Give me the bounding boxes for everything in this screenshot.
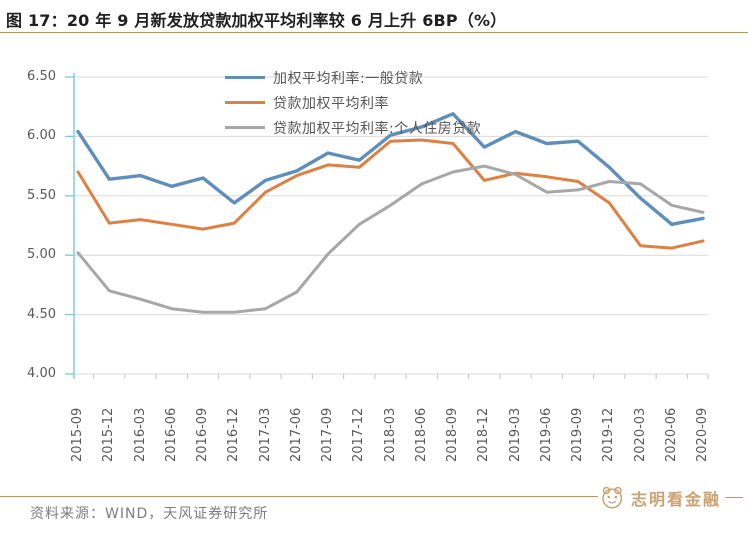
- x-axis-label: 2020-06: [663, 407, 679, 462]
- x-axis-label: 2017-12: [351, 407, 367, 462]
- legend-swatch: [225, 126, 265, 129]
- legend-item-0: 加权平均利率:一般贷款: [225, 65, 481, 90]
- y-axis-label: 6.50: [27, 69, 56, 84]
- legend-label: 贷款加权平均利率:个人住房贷款: [273, 120, 482, 137]
- source-note: 资料来源：WIND，天风证券研究所: [30, 506, 269, 522]
- legend-item-2: 贷款加权平均利率:个人住房贷款: [225, 115, 481, 140]
- x-axis-label: 2018-09: [445, 407, 460, 462]
- panda-logo-icon: [602, 486, 623, 509]
- x-axis-label: 2016-03: [132, 407, 148, 462]
- x-axis-label: 2018-03: [382, 407, 398, 462]
- y-axis-label: 5.00: [27, 247, 56, 263]
- x-axis-label: 2019-12: [601, 407, 617, 462]
- x-axis-label: 2015-09: [70, 407, 85, 462]
- x-axis-label: 2019-06: [538, 407, 554, 462]
- x-axis-label: 2020-09: [695, 407, 710, 462]
- chart-legend: 加权平均利率:一般贷款 贷款加权平均利率贷款加权平均利率:个人住房贷款: [225, 65, 481, 140]
- legend-label: 加权平均利率:一般贷款: [273, 70, 424, 87]
- x-axis-label: 2017-09: [320, 407, 335, 462]
- series-line-0: [76, 112, 705, 227]
- x-axis-label: 2019-09: [570, 407, 585, 462]
- x-axis-label: 2017-06: [288, 407, 304, 462]
- legend-item-1: 贷款加权平均利率: [225, 90, 481, 115]
- x-axis-label: 2019-03: [507, 407, 523, 462]
- x-axis-label: 2020-03: [632, 407, 648, 462]
- x-axis-label: 2018-06: [413, 407, 429, 462]
- watermark-text: 志明看金融: [631, 489, 722, 509]
- x-axis-label: 2016-06: [163, 407, 179, 462]
- bottom-divider: [0, 496, 598, 497]
- series-line-2: [76, 164, 705, 314]
- x-axis-label: 2017-03: [257, 407, 273, 462]
- x-axis-label: 2016-12: [226, 407, 242, 462]
- watermark: 志明看金融: [599, 484, 744, 511]
- y-axis-label: 6.00: [27, 128, 56, 144]
- series-line-1: [76, 138, 705, 250]
- figure-title: 图 17：20 年 9 月新发放贷款加权平均利率较 6 月上升 6BP（%）: [6, 11, 507, 30]
- legend-swatch: [225, 101, 265, 104]
- y-axis-label: 4.00: [27, 366, 56, 381]
- y-axis-label: 5.50: [27, 187, 56, 203]
- watermark-dash-right: [725, 497, 744, 498]
- legend-swatch: [225, 76, 265, 79]
- legend-label: 贷款加权平均利率: [273, 95, 389, 112]
- top-divider: [0, 32, 748, 33]
- x-axis-label: 2016-09: [195, 407, 210, 462]
- x-axis-label: 2015-12: [101, 407, 117, 462]
- x-axis-label: 2018-12: [476, 407, 492, 462]
- y-axis-label: 4.50: [27, 306, 56, 322]
